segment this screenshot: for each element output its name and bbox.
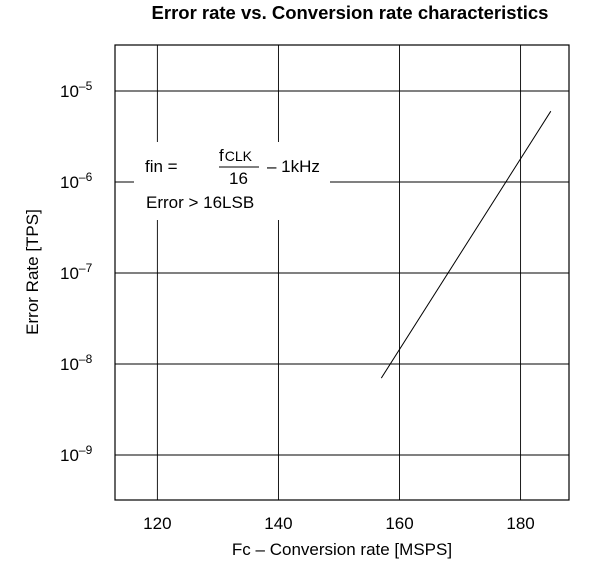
y-tick-label: 10–8 bbox=[60, 352, 93, 374]
y-tick-exponent: –8 bbox=[79, 352, 93, 366]
annotation-denominator: 16 bbox=[229, 169, 248, 188]
x-tick-label: 140 bbox=[264, 514, 292, 533]
y-tick-exponent: –7 bbox=[79, 261, 93, 275]
annotation-lhs: fin = bbox=[145, 157, 178, 176]
y-tick-base: 10 bbox=[60, 264, 79, 283]
y-axis-label: Error Rate [TPS] bbox=[23, 209, 42, 335]
chart-title: Error rate vs. Conversion rate character… bbox=[151, 2, 549, 23]
y-tick-base: 10 bbox=[60, 355, 79, 374]
x-tick-label: 160 bbox=[385, 514, 413, 533]
y-tick-label: 10–5 bbox=[60, 79, 93, 101]
y-tick-base: 10 bbox=[60, 446, 79, 465]
annotation-numerator: fCLK bbox=[219, 146, 253, 165]
y-tick-label: 10–7 bbox=[60, 261, 93, 283]
x-tick-label: 180 bbox=[506, 514, 534, 533]
y-tick-base: 10 bbox=[60, 173, 79, 192]
annotation-line2: Error > 16LSB bbox=[146, 193, 254, 212]
annotation-background bbox=[134, 142, 330, 220]
annotation: fin = fCLK 16 – 1kHz Error > 16LSB bbox=[134, 142, 330, 220]
x-tick-label: 120 bbox=[143, 514, 171, 533]
y-tick-label: 10–6 bbox=[60, 170, 93, 192]
y-tick-base: 10 bbox=[60, 82, 79, 101]
series-layer bbox=[380, 110, 552, 379]
annotation-rhs: – 1kHz bbox=[267, 157, 320, 176]
y-tick-labels: 10–510–610–710–810–9 bbox=[60, 79, 93, 465]
plot-frame bbox=[114, 44, 570, 501]
annotation-numerator-main: f bbox=[219, 146, 224, 165]
series-line bbox=[380, 110, 552, 379]
annotation-numerator-sub: CLK bbox=[225, 148, 253, 164]
y-tick-exponent: –5 bbox=[79, 79, 93, 93]
x-tick-labels: 120 140 160 180 bbox=[143, 514, 535, 533]
y-tick-exponent: –6 bbox=[79, 170, 93, 184]
y-tick-label: 10–9 bbox=[60, 443, 93, 465]
x-axis-label: Fc – Conversion rate [MSPS] bbox=[232, 540, 452, 559]
grid bbox=[115, 45, 569, 500]
y-tick-exponent: –9 bbox=[79, 443, 93, 457]
